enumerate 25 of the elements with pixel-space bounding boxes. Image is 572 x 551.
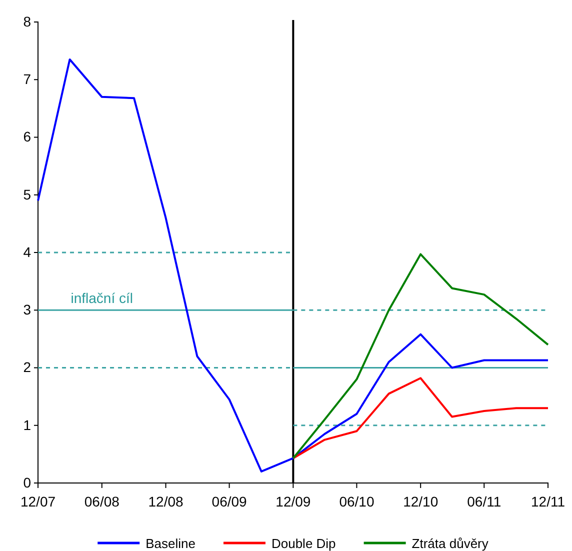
legend-label: Double Dip bbox=[271, 536, 336, 551]
x-tick-label: 12/07 bbox=[20, 493, 56, 510]
y-tick-label: 2 bbox=[23, 359, 32, 376]
x-tick-label: 12/08 bbox=[148, 493, 184, 510]
legend-label: Ztráta důvěry bbox=[412, 536, 489, 551]
y-tick-label: 7 bbox=[23, 71, 32, 88]
y-tick-label: 4 bbox=[23, 244, 32, 260]
y-tick-label: 3 bbox=[23, 302, 32, 318]
x-tick-label: 06/10 bbox=[339, 493, 374, 510]
line-series bbox=[292, 377, 549, 460]
y-tick-label: 8 bbox=[23, 13, 32, 30]
y-tick-label: 0 bbox=[23, 474, 32, 490]
x-tick-label: 12/10 bbox=[403, 493, 438, 510]
y-tick-label: 6 bbox=[23, 128, 32, 145]
y-tick-label: 5 bbox=[23, 186, 32, 202]
legend-label: Baseline bbox=[146, 536, 196, 551]
line-series bbox=[292, 253, 549, 460]
y-tick-label: 1 bbox=[23, 416, 32, 433]
line-series bbox=[37, 58, 549, 472]
x-tick-label: 12/09 bbox=[276, 493, 311, 510]
x-tick-label: 06/09 bbox=[212, 493, 248, 510]
x-tick-label: 06/08 bbox=[84, 493, 120, 510]
x-tick-label: 12/11 bbox=[531, 493, 566, 510]
annotation: inflační cíl bbox=[70, 290, 134, 306]
x-tick-label: 06/11 bbox=[467, 493, 502, 510]
